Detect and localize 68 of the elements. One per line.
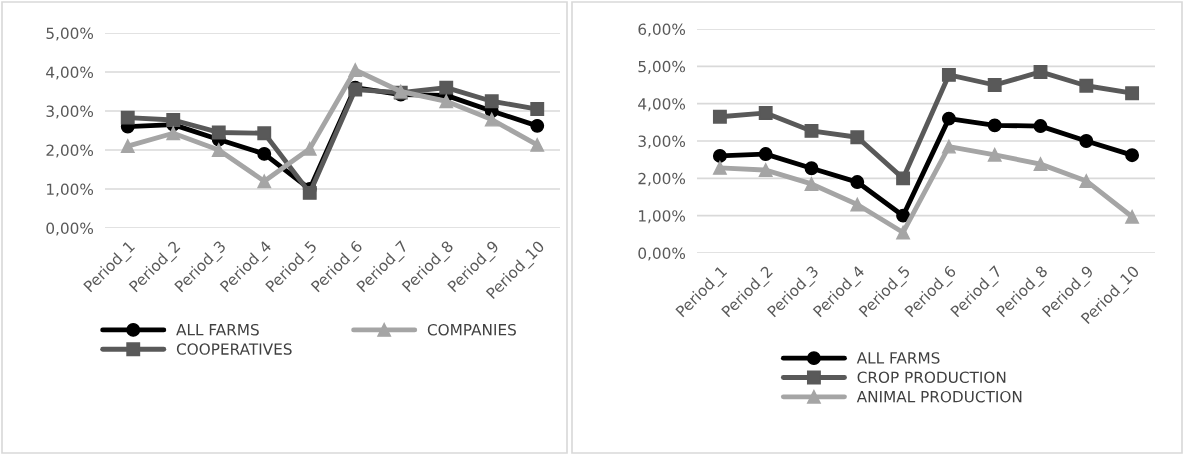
point: [758, 147, 773, 162]
point: [941, 67, 956, 82]
point: [211, 125, 226, 140]
point: [758, 106, 773, 120]
point: [712, 148, 727, 163]
point: [987, 118, 1002, 133]
point: [302, 185, 317, 200]
point: [1125, 209, 1140, 224]
point: [804, 161, 819, 176]
legend-label: CROP PRODUCTION: [857, 371, 1006, 384]
point: [530, 102, 545, 116]
point: [166, 126, 181, 141]
point: [804, 123, 819, 138]
point: [257, 146, 272, 161]
point: [348, 63, 363, 77]
y-tick-label: 0,00%: [638, 247, 686, 261]
y-tick-label: 4,00%: [46, 66, 94, 80]
point: [166, 113, 181, 127]
point: [987, 147, 1002, 162]
point: [530, 137, 545, 152]
point: [896, 171, 911, 186]
y-tick-label: 0,00%: [46, 222, 94, 236]
point: [941, 139, 956, 154]
y-tick-label: 3,00%: [638, 135, 686, 149]
y-tick-label: 4,00%: [638, 98, 686, 112]
point: [257, 126, 272, 141]
point: [987, 78, 1002, 92]
point: [302, 141, 317, 156]
point: [804, 176, 819, 191]
point: [1079, 134, 1094, 148]
point: [257, 174, 272, 189]
point: [850, 130, 865, 145]
point: [1125, 86, 1140, 101]
point: [1079, 78, 1094, 93]
point: [484, 94, 499, 109]
y-tick-label: 2,00%: [638, 172, 686, 186]
legend-label: ALL FARMS: [176, 323, 259, 336]
point: [484, 112, 499, 127]
point: [211, 143, 226, 157]
legend-label: COMPANIES: [427, 323, 516, 336]
point: [120, 110, 135, 125]
point: [850, 175, 865, 190]
legend-label: ANIMAL PRODUCTION: [856, 390, 1022, 403]
point: [120, 139, 135, 154]
point: [850, 197, 865, 212]
y-tick-label: 6,00%: [638, 23, 686, 37]
point: [1079, 174, 1094, 188]
point: [1033, 157, 1048, 172]
point: [439, 94, 454, 109]
legend-label: COOPERATIVES: [176, 343, 292, 355]
point: [1033, 64, 1048, 79]
y-tick-label: 2,00%: [46, 144, 94, 158]
point: [530, 118, 545, 133]
point: [439, 80, 454, 95]
point: [1033, 119, 1048, 134]
point: [941, 111, 956, 126]
legend-label: ALL FARMS: [856, 352, 940, 364]
y-tick-label: 5,00%: [46, 27, 94, 41]
y-tick-label: 1,00%: [47, 183, 94, 197]
point: [712, 109, 727, 124]
y-tick-label: 1,00%: [639, 210, 686, 224]
point: [896, 225, 911, 240]
y-tick-label: 3,00%: [46, 105, 94, 119]
point: [896, 208, 911, 223]
point: [1125, 148, 1140, 163]
point: [712, 160, 727, 175]
point: [758, 163, 773, 178]
y-tick-label: 5,00%: [638, 60, 686, 74]
